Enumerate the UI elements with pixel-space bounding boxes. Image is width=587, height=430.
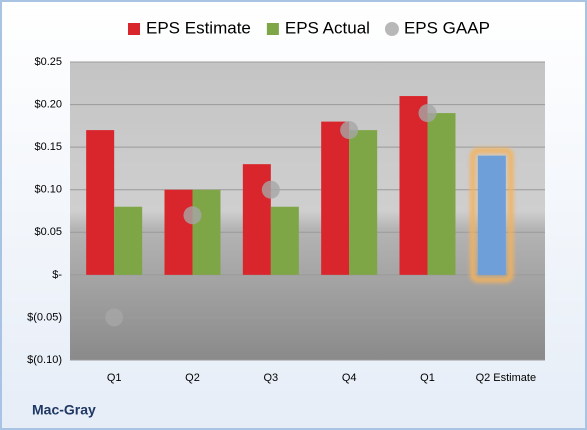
y-tick-label: $0.20 (34, 98, 62, 110)
bar (192, 189, 221, 275)
bar (477, 155, 506, 275)
x-tick-label: Q1 (107, 372, 122, 384)
y-tick-label: $0.05 (34, 226, 62, 238)
bar-highlight (470, 148, 514, 283)
legend-marker (266, 23, 279, 35)
y-tick-label: $(0.10) (27, 354, 62, 366)
x-tick-label: Q1 (420, 372, 435, 384)
legend-marker (384, 22, 399, 36)
x-tick-label: Q3 (263, 372, 278, 384)
bar (321, 121, 350, 275)
source-label: Mac-Gray (32, 402, 96, 418)
y-tick-label: $0.25 (34, 56, 62, 68)
bar (114, 206, 143, 275)
y-tick-label: $0.10 (34, 184, 62, 196)
bar (164, 189, 193, 275)
legend-label: EPS Estimate (146, 18, 251, 37)
bar (270, 206, 299, 275)
gaap-marker (418, 104, 437, 123)
bar (427, 113, 456, 275)
gaap-marker (340, 121, 359, 140)
bar (242, 164, 271, 275)
legend-marker (128, 23, 140, 35)
bar (349, 130, 378, 275)
bar (399, 96, 428, 275)
y-tick-label: $- (52, 269, 62, 281)
legend-label: EPS GAAP (404, 18, 490, 37)
y-tick-label: $(0.05) (27, 311, 62, 323)
plot-area (70, 62, 545, 360)
gaap-marker (183, 206, 202, 225)
x-tick-label: Q2 Estimate (476, 372, 537, 384)
gaap-marker (261, 180, 280, 199)
x-tick-label: Q4 (342, 372, 357, 384)
bar (86, 130, 115, 275)
x-tick-label: Q2 (185, 372, 200, 384)
gaap-marker (105, 308, 124, 327)
y-tick-label: $0.15 (34, 141, 62, 153)
legend-label: EPS Actual (285, 18, 370, 37)
